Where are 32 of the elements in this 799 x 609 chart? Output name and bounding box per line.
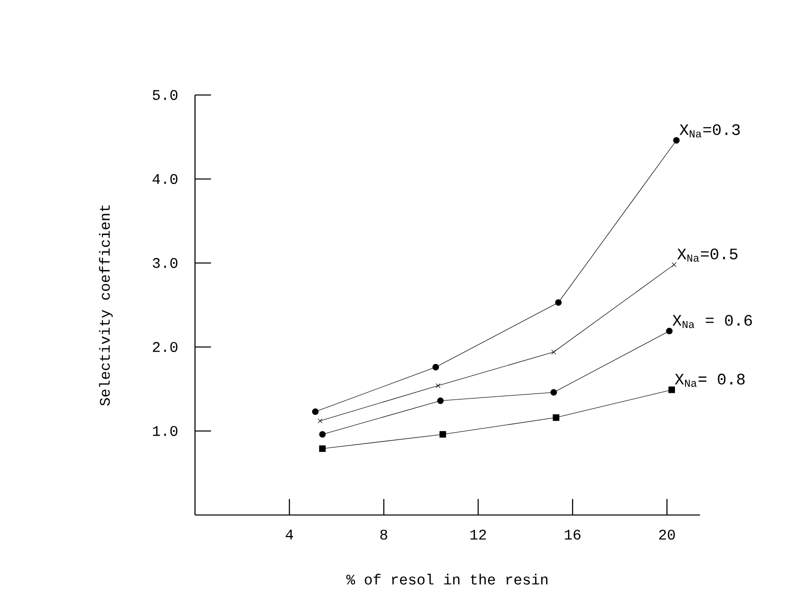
point — [440, 431, 446, 438]
point — [555, 299, 562, 306]
y-tick-label: 1.0 — [152, 426, 178, 436]
point — [319, 431, 326, 438]
point — [436, 383, 440, 388]
y-tick-label: 4.0 — [152, 174, 178, 184]
x-tick-label: 4 — [286, 530, 294, 540]
point — [552, 414, 560, 421]
point — [666, 328, 673, 334]
point — [668, 386, 675, 394]
x-axis-title: % of resol in the resin — [346, 574, 548, 585]
point — [550, 389, 557, 396]
series-label: X$_{Na}$=0.3 — [680, 124, 740, 138]
point — [437, 397, 444, 404]
x-tick-label: 12 — [470, 530, 486, 540]
x-tick-label: 20 — [659, 530, 675, 540]
point — [312, 408, 319, 415]
y-tick-label: 3.0 — [152, 258, 178, 268]
series-label: X$_{Na}$ = 0.6 — [672, 314, 752, 328]
series-label: X$_{Na}$=0.5 — [677, 248, 738, 262]
point — [673, 137, 680, 144]
x-tick-label: 16 — [564, 530, 580, 540]
y-axis-title: Selectivity coefficient — [99, 205, 113, 406]
point — [318, 418, 322, 424]
series-label: X$_{Na}$= 0.8 — [674, 374, 745, 387]
point — [319, 445, 326, 452]
point — [672, 262, 676, 268]
y-tick-label: 5.0 — [152, 90, 178, 100]
point — [551, 350, 556, 354]
x-tick-label: 8 — [380, 530, 388, 540]
point — [432, 364, 439, 370]
y-tick-label: 2.0 — [152, 342, 178, 352]
